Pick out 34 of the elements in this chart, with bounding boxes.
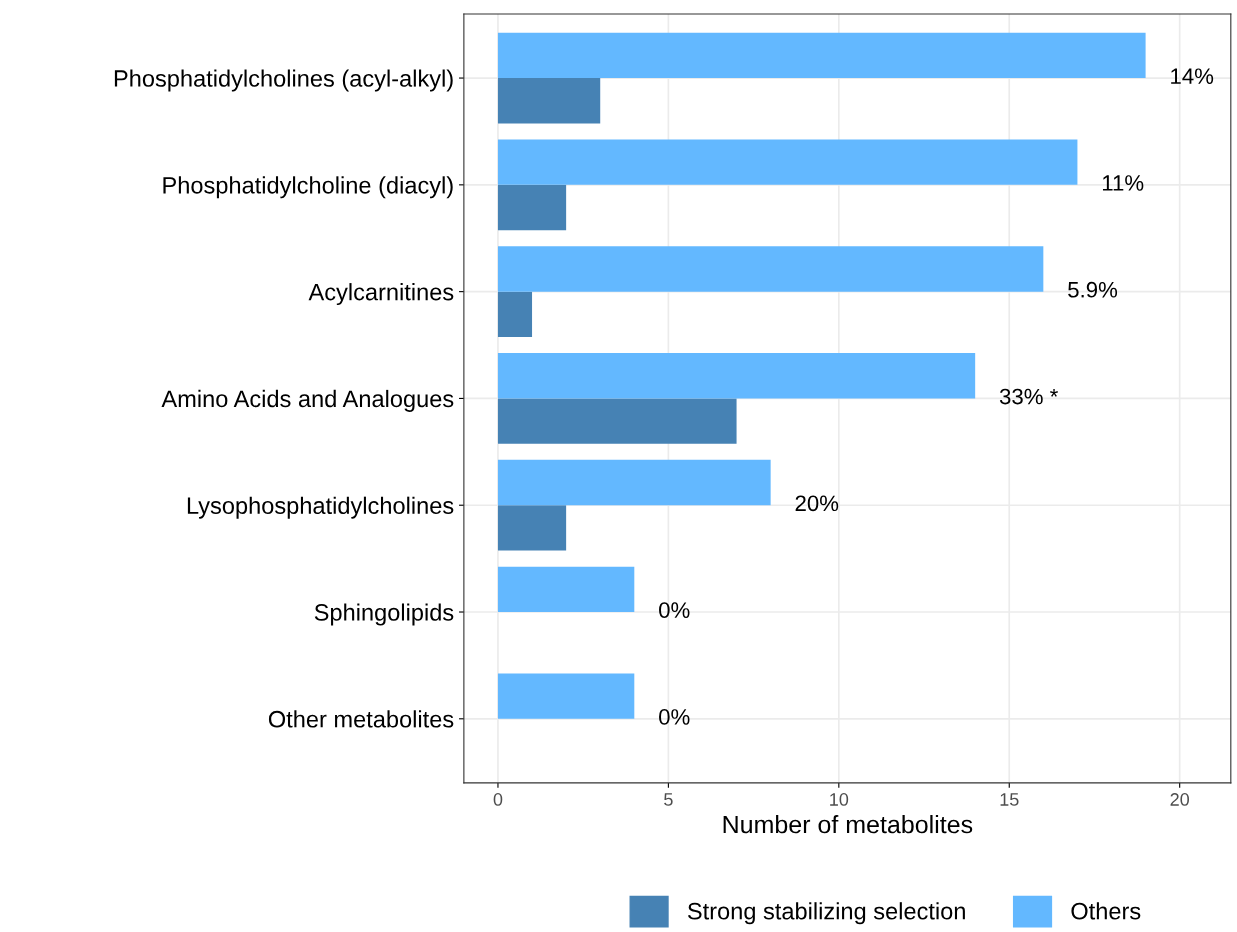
bar xyxy=(497,505,567,551)
x-tick-label: 15 xyxy=(1000,793,1019,806)
y-tick-label: Sphingolipids xyxy=(314,603,454,626)
y-tick-label: Lysophosphatidylcholines xyxy=(187,496,454,519)
bar xyxy=(497,184,567,231)
x-tick-label: 0 xyxy=(493,793,503,806)
legend-label: Others xyxy=(1071,902,1141,920)
bar xyxy=(497,78,601,124)
legend-label: Strong stabilizing selection xyxy=(687,902,965,925)
annotation: 20% xyxy=(795,495,839,512)
x-tick-label: 10 xyxy=(830,793,849,806)
x-tick-label: 20 xyxy=(1170,793,1190,806)
y-tick-label: Amino Acids and Analogues xyxy=(161,389,454,412)
y-tick-label: Phosphatidylcholines (acyl-alkyl) xyxy=(114,69,453,92)
bar xyxy=(497,291,533,338)
bar xyxy=(497,673,635,719)
annotation: 11% xyxy=(1102,175,1144,191)
annotation: 14% xyxy=(1171,68,1214,84)
x-tick-label: 5 xyxy=(664,793,673,806)
annotation: 0% xyxy=(659,602,690,618)
bar xyxy=(497,353,976,399)
bar xyxy=(497,459,771,506)
annotation: 0% xyxy=(659,709,690,725)
y-tick-label: Phosphatidylcholine (diacyl) xyxy=(163,176,453,199)
y-tick-label: Other metabolites xyxy=(268,710,454,728)
bar xyxy=(497,246,1044,292)
bar xyxy=(497,566,635,613)
bar xyxy=(497,398,737,444)
y-tick-label: Acylcarnitines xyxy=(308,283,454,306)
annotation: 33% * xyxy=(999,388,1058,405)
bar xyxy=(497,32,1146,79)
bar xyxy=(497,139,1078,185)
annotation: 5.9% xyxy=(1068,281,1118,298)
x-axis-title: Number of metabolites xyxy=(723,814,973,834)
